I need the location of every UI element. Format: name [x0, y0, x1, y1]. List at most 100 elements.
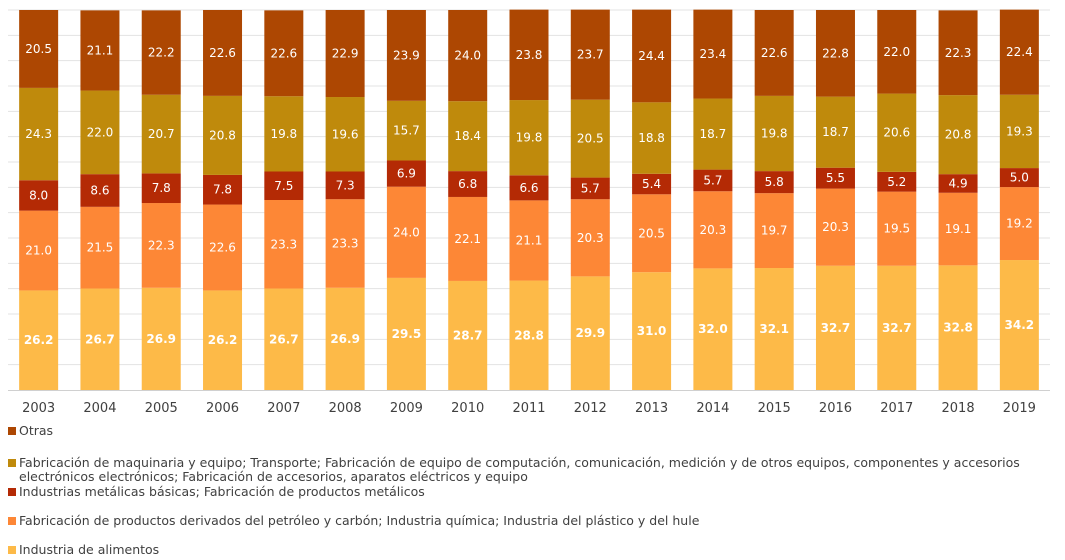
bar-segment	[570, 99, 610, 178]
data-label: 4.9	[949, 176, 968, 190]
bar-segment	[999, 168, 1039, 188]
data-label: 23.7	[577, 48, 604, 62]
data-label: 32.7	[882, 321, 912, 335]
data-label: 18.7	[822, 125, 849, 139]
data-label: 15.7	[393, 124, 420, 138]
bar-segment	[203, 174, 243, 205]
data-label: 26.2	[24, 333, 54, 347]
data-label: 22.0	[87, 125, 114, 139]
bar-segment	[999, 94, 1039, 169]
x-tick-label: 2015	[758, 401, 791, 416]
data-label: 31.0	[637, 324, 667, 338]
bar-segment	[19, 87, 59, 181]
x-tick-label: 2006	[206, 401, 239, 416]
bar-segment	[754, 268, 794, 390]
bar-segment	[203, 10, 243, 96]
legend-item-maquinaria: Fabricación de maquinaria y equipo; Tran…	[8, 456, 1058, 484]
data-label: 20.8	[945, 128, 972, 142]
bar-segment	[570, 276, 610, 390]
bar-segment	[999, 187, 1039, 261]
x-tick-label: 2005	[145, 401, 178, 416]
bar-segment	[325, 287, 365, 390]
bar-segment	[754, 95, 794, 172]
data-label: 22.6	[209, 46, 236, 60]
data-label: 21.0	[25, 244, 52, 258]
x-tick-label: 2013	[635, 401, 668, 416]
data-label: 28.8	[514, 328, 544, 342]
bar-segment	[938, 10, 978, 96]
bar-segment	[264, 10, 304, 97]
bar-segment	[80, 90, 120, 175]
bar-segment	[509, 100, 549, 176]
bar-segment	[815, 96, 855, 168]
data-label: 5.4	[642, 177, 661, 191]
data-label: 19.7	[761, 224, 788, 238]
data-label: 28.7	[453, 328, 483, 342]
data-label: 6.8	[458, 177, 477, 191]
legend-swatch	[8, 517, 16, 525]
data-label: 20.7	[148, 127, 175, 141]
data-label: 5.7	[581, 181, 600, 195]
data-label: 23.4	[700, 47, 727, 61]
data-label: 19.8	[270, 127, 297, 141]
data-label: 19.2	[1006, 217, 1033, 231]
segment-labels: 26.2 21.0 8.0 24.3 20.5 26.7 21.5 8.6 22.0 21.1 26…	[24, 42, 1034, 347]
bar-segment	[19, 210, 59, 291]
data-label: 24.3	[25, 127, 52, 141]
data-label: 20.6	[883, 126, 910, 140]
data-label: 20.5	[638, 226, 665, 240]
bar-segment	[509, 200, 549, 281]
bar-segment	[80, 288, 120, 390]
bar-segment	[386, 277, 426, 390]
data-label: 24.0	[454, 49, 481, 63]
bar-segment	[19, 10, 59, 88]
bar-segment	[693, 9, 733, 99]
bar-segment	[754, 10, 794, 96]
x-tick-label: 2010	[451, 401, 484, 416]
legend-item-alimentos: Industria de alimentos	[8, 543, 1058, 557]
data-label: 22.1	[454, 232, 481, 246]
data-label: 8.0	[29, 188, 48, 202]
data-label: 21.5	[87, 241, 114, 255]
data-label: 23.3	[270, 237, 297, 251]
bar-segment	[386, 10, 426, 101]
data-label: 22.4	[1006, 45, 1033, 59]
bar-segment	[570, 9, 610, 100]
data-label: 24.4	[638, 49, 665, 63]
x-tick-labels: 2003 2004 2005 2006 2007 2008 2009 2010 2011 2012…	[22, 401, 1036, 416]
x-tick-label: 2007	[267, 401, 300, 416]
data-label: 22.8	[822, 46, 849, 60]
data-label: 22.9	[332, 47, 359, 61]
data-label: 26.9	[330, 332, 360, 346]
bar-segment	[570, 177, 610, 200]
data-label: 26.7	[269, 332, 299, 346]
stacked-bar-chart: 26.2 21.0 8.0 24.3 20.5 26.7 21.5 8.6 22.0 21.1 26…	[8, 9, 1050, 416]
bar-segment	[448, 280, 488, 390]
bar-segment	[815, 167, 855, 189]
bar-segment	[141, 10, 181, 95]
bar-segment	[632, 9, 672, 103]
data-label: 32.8	[943, 321, 973, 335]
data-label: 19.1	[945, 222, 972, 236]
bar-segment	[386, 100, 426, 161]
data-label: 20.3	[577, 231, 604, 245]
bar-segment	[448, 101, 488, 172]
bar-segment	[632, 194, 672, 273]
data-label: 20.8	[209, 128, 236, 142]
bar-segment	[19, 290, 59, 390]
bar-segment	[632, 102, 672, 174]
bar-segment	[938, 95, 978, 175]
data-label: 26.2	[208, 333, 238, 347]
x-tick-label: 2004	[83, 401, 116, 416]
data-label: 23.3	[332, 237, 359, 251]
legend-label: Otras	[19, 423, 54, 438]
bar-segment	[754, 171, 794, 194]
data-label: 32.7	[821, 321, 851, 335]
bar-segment	[877, 191, 917, 266]
bar-segment	[938, 192, 978, 266]
data-label: 22.3	[945, 46, 972, 60]
data-label: 5.8	[765, 175, 784, 189]
bar-segment	[448, 10, 488, 102]
bar-segment	[693, 98, 733, 170]
legend-swatch	[8, 546, 16, 554]
